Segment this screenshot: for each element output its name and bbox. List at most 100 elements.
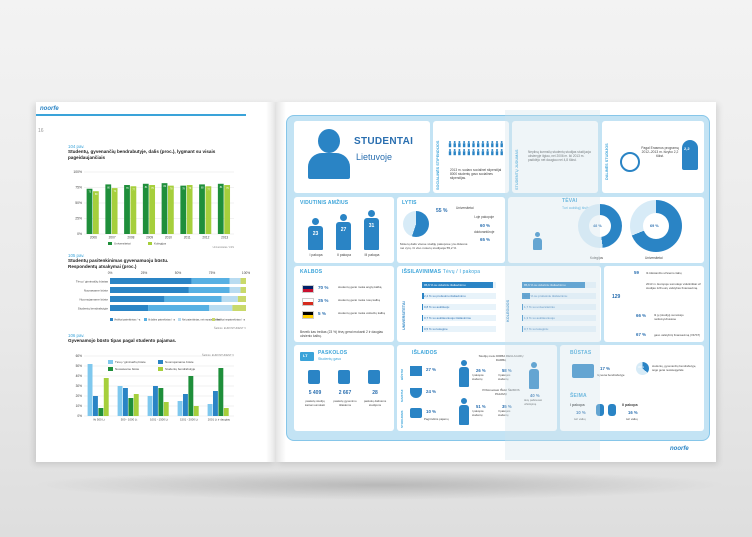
chart1-xtick: 2010 bbox=[165, 236, 172, 240]
chart1-value-label: 79 bbox=[126, 187, 129, 190]
person-icon-head bbox=[486, 149, 489, 151]
globe-icon bbox=[620, 152, 640, 172]
chart2-bar-segment bbox=[237, 296, 246, 302]
age-value: 23 bbox=[312, 231, 319, 237]
parents-donut-1 bbox=[578, 204, 622, 248]
worker-icon bbox=[459, 367, 469, 387]
mobility-text: Nepilną kurmsilų studentų studijas studi… bbox=[528, 150, 591, 163]
exp-w1l: I pakopos studentų bbox=[472, 374, 484, 382]
exp-w2: 58 % bbox=[502, 368, 512, 373]
education-row-fill bbox=[522, 326, 523, 332]
page-number: 16 bbox=[38, 128, 44, 134]
housing-pie-icon bbox=[636, 362, 649, 375]
age-head-icon bbox=[368, 210, 375, 217]
gender-side: Universitetai bbox=[456, 206, 474, 210]
education-row-label: 10,7 % su profesiniu išsilavinimu bbox=[524, 294, 568, 298]
education-row-fill bbox=[422, 282, 493, 288]
chart1-title: Studentų, gyvenančių bendrabutyje, dalis… bbox=[68, 149, 216, 160]
title-sub: Lietuvoje bbox=[356, 152, 393, 162]
education-row-label: 0,8 % su aukštuoju bbox=[424, 305, 450, 309]
chart3-xtick: 1501 - 2000 Lt bbox=[180, 418, 198, 422]
chart2-source: Šaltinis: EUROSTUDENT V bbox=[214, 325, 246, 330]
chart1-bar bbox=[105, 184, 112, 234]
chart3-legend-swatch bbox=[158, 360, 163, 364]
chart2-row-label: Studentų bendrabutyje bbox=[78, 306, 109, 310]
person-icon-body bbox=[477, 143, 480, 148]
person-icon-head bbox=[467, 141, 470, 143]
exp-s2l: II pakopos studentų bbox=[498, 410, 511, 418]
chart3-bar bbox=[207, 404, 213, 416]
person-icon-head bbox=[496, 141, 498, 143]
loan-label: paskolų studijų kainai sumokėti bbox=[305, 399, 325, 408]
chart2-legend-label: Visiškai nepatenkintas / -a bbox=[216, 319, 246, 322]
person-icon-head bbox=[472, 149, 475, 151]
person-icon-body bbox=[495, 151, 499, 156]
exp-s2: 35 % bbox=[502, 404, 512, 409]
person-icon-body bbox=[486, 151, 489, 156]
person-icon-head bbox=[453, 149, 456, 151]
chart2-bar-segment bbox=[188, 287, 230, 293]
chart3-bar bbox=[183, 394, 188, 416]
education-row-fill bbox=[422, 304, 423, 310]
chart1-ytick: 25% bbox=[75, 217, 82, 221]
family-v2: 16 % bbox=[628, 410, 638, 415]
exp-s1: 51 % bbox=[476, 404, 486, 409]
chart3-bar bbox=[117, 386, 123, 416]
exp-p40l: tėvų pabūvusio užsirūpinę bbox=[524, 399, 543, 407]
education-sub: Tėvų / I pakopa bbox=[442, 269, 481, 275]
person-icon-body bbox=[458, 143, 461, 148]
loan-label: paskolų gyvenimo išlaidoms bbox=[333, 399, 357, 408]
chart1-value-label: 79 bbox=[151, 187, 154, 190]
education-row-label: 0,5 % su kolegine bbox=[424, 327, 448, 331]
chart1-value-label: 81 bbox=[145, 186, 148, 189]
gender-lbl-b: doktorantūroje bbox=[474, 230, 495, 234]
chart1-legend-label: Kolegijos bbox=[154, 242, 167, 246]
flag-icon bbox=[302, 285, 314, 293]
chart1-value-label: 73 bbox=[88, 191, 91, 194]
chart1-xtick: 2007 bbox=[109, 236, 116, 240]
education-row-fill bbox=[522, 315, 523, 321]
chart3-bar bbox=[188, 376, 194, 416]
gender-pct: 55 % bbox=[436, 208, 448, 214]
person-icon-head bbox=[477, 141, 480, 143]
chart1-bar bbox=[161, 183, 168, 234]
chart1-value-label: 80 bbox=[107, 186, 110, 189]
loans-header: PASKOLOS bbox=[318, 350, 348, 356]
chart2-legend-swatch bbox=[212, 318, 215, 321]
family-l1: I pakopa bbox=[570, 403, 585, 407]
chart3-svg: 60% 50% 40% 30% 20% 10% 0% Iki 500 Lt 500 - 1000… bbox=[76, 352, 235, 422]
chart3-ytick: 50% bbox=[76, 364, 83, 368]
exp-s1l: I pakopos studentų bbox=[472, 410, 484, 418]
person-icon-head bbox=[458, 149, 461, 151]
chart3-bar bbox=[123, 388, 128, 416]
exp-p40: 40 % bbox=[530, 393, 540, 398]
age-figure-icon bbox=[336, 222, 351, 250]
education-row-bg bbox=[422, 293, 496, 299]
chart2-bar-segment bbox=[229, 287, 241, 293]
chart3-legend-swatch bbox=[108, 360, 113, 364]
loan-label: paskolų dalinėms studijoms bbox=[363, 399, 387, 408]
gender-header: LYTIS bbox=[402, 200, 417, 206]
age-value: 31 bbox=[368, 223, 375, 229]
chart3-title: Gyvenamojo būsto tipas pagal studento pa… bbox=[68, 338, 177, 344]
chart2-legend-swatch bbox=[144, 318, 147, 321]
age-value: 27 bbox=[340, 227, 347, 233]
chart3-bar bbox=[153, 386, 158, 416]
child-icon-2 bbox=[608, 404, 616, 416]
mobility-box bbox=[512, 121, 598, 193]
housing-text2: studentų, gyvenančių bendrabutyje, teigė… bbox=[652, 364, 697, 373]
chart2-bar-segment bbox=[209, 305, 233, 311]
fin-p2: 67 % bbox=[636, 332, 647, 337]
family-header: ŠEIMA bbox=[570, 393, 587, 399]
worker-head-icon bbox=[461, 360, 467, 366]
education-title: IŠSILAVINIMAS bbox=[402, 269, 442, 275]
chart1-bar bbox=[93, 191, 99, 234]
person-icon-body bbox=[453, 151, 456, 156]
person-icon-body bbox=[453, 143, 456, 148]
chart3-legend-label: Studentų bendrabutyje bbox=[165, 367, 196, 371]
chart3-legend-swatch bbox=[108, 367, 113, 371]
exp-pct2: 24 % bbox=[426, 389, 437, 394]
chart1-bar bbox=[111, 188, 118, 234]
education-row-fill bbox=[422, 315, 423, 321]
